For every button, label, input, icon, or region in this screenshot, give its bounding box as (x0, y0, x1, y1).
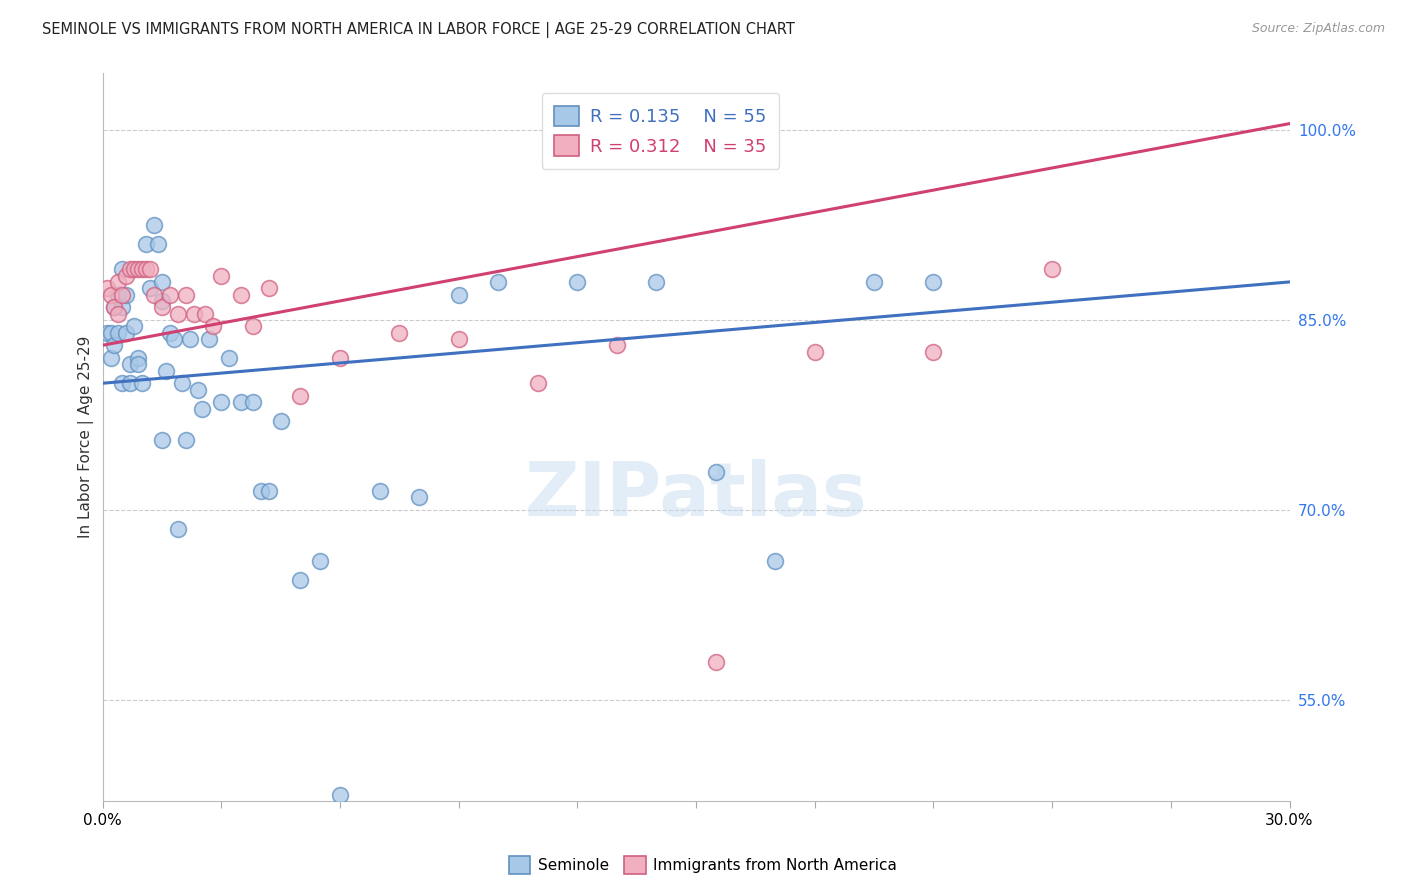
Point (135, 236, 157, 251)
Point (96, 326, 118, 340)
Point (187, 383, 209, 397)
Point (763, 553, 786, 567)
Point (150, 275, 173, 289)
Point (567, 275, 589, 289)
Point (139, 262, 162, 277)
Point (122, 262, 145, 277)
Point (146, 236, 169, 251)
Point (115, 287, 138, 301)
Point (159, 326, 181, 340)
Point (107, 287, 129, 301)
Point (103, 300, 125, 314)
Text: ZIPatlas: ZIPatlas (524, 458, 868, 532)
Point (143, 287, 166, 301)
Point (257, 281, 280, 295)
Point (218, 351, 240, 365)
Point (107, 326, 129, 340)
Point (368, 483, 391, 498)
Point (100, 351, 122, 365)
Point (174, 287, 197, 301)
Point (159, 287, 181, 301)
Point (329, 788, 352, 802)
Point (150, 434, 173, 448)
Point (122, 319, 145, 334)
Point (922, 275, 945, 289)
Point (242, 319, 264, 334)
Y-axis label: In Labor Force | Age 25-29: In Labor Force | Age 25-29 (79, 336, 94, 538)
Point (250, 483, 273, 498)
Point (447, 332, 470, 346)
Point (1040, 262, 1063, 277)
Point (111, 376, 134, 391)
Point (863, 275, 886, 289)
Point (166, 522, 188, 536)
Point (127, 262, 149, 277)
Point (96, 281, 118, 295)
Point (150, 293, 173, 308)
Point (270, 414, 292, 428)
Point (803, 344, 825, 359)
Point (290, 389, 312, 403)
Point (198, 332, 221, 346)
Point (115, 268, 138, 283)
Point (107, 275, 129, 289)
Point (120, 262, 142, 277)
Point (179, 332, 201, 346)
Point (163, 332, 186, 346)
Point (115, 326, 138, 340)
Point (100, 287, 122, 301)
Point (166, 307, 188, 321)
Point (209, 268, 232, 283)
Point (202, 319, 225, 334)
Point (229, 287, 252, 301)
Point (127, 357, 149, 371)
Point (120, 357, 142, 371)
Point (143, 218, 166, 232)
Point (103, 338, 125, 352)
Point (111, 287, 134, 301)
Point (131, 376, 153, 391)
Point (486, 275, 509, 289)
Point (155, 363, 177, 377)
Point (150, 300, 173, 314)
Point (127, 351, 149, 365)
Point (107, 307, 129, 321)
Point (704, 655, 727, 669)
Point (194, 307, 217, 321)
Point (290, 573, 312, 587)
Text: Source: ZipAtlas.com: Source: ZipAtlas.com (1251, 22, 1385, 36)
Point (257, 483, 280, 498)
Point (135, 262, 157, 277)
Point (183, 307, 205, 321)
Point (120, 376, 142, 391)
Text: SEMINOLE VS IMMIGRANTS FROM NORTH AMERICA IN LABOR FORCE | AGE 25-29 CORRELATION: SEMINOLE VS IMMIGRANTS FROM NORTH AMERIC… (42, 22, 794, 38)
Legend: Seminole, Immigrants from North America: Seminole, Immigrants from North America (503, 850, 903, 880)
Point (645, 275, 668, 289)
Point (100, 326, 122, 340)
Legend: R = 0.135    N = 55, R = 0.312    N = 35: R = 0.135 N = 55, R = 0.312 N = 35 (541, 93, 779, 169)
Point (704, 465, 727, 479)
Point (922, 344, 945, 359)
Point (229, 395, 252, 409)
Point (606, 338, 628, 352)
Point (527, 376, 550, 391)
Point (309, 553, 332, 567)
Point (111, 262, 134, 277)
Point (103, 300, 125, 314)
Point (190, 401, 212, 416)
Point (447, 287, 470, 301)
Point (170, 376, 193, 391)
Point (329, 351, 352, 365)
Point (242, 395, 264, 409)
Point (388, 326, 411, 340)
Point (111, 300, 134, 314)
Point (131, 262, 153, 277)
Point (174, 434, 197, 448)
Point (139, 281, 162, 295)
Point (408, 490, 430, 504)
Point (209, 395, 232, 409)
